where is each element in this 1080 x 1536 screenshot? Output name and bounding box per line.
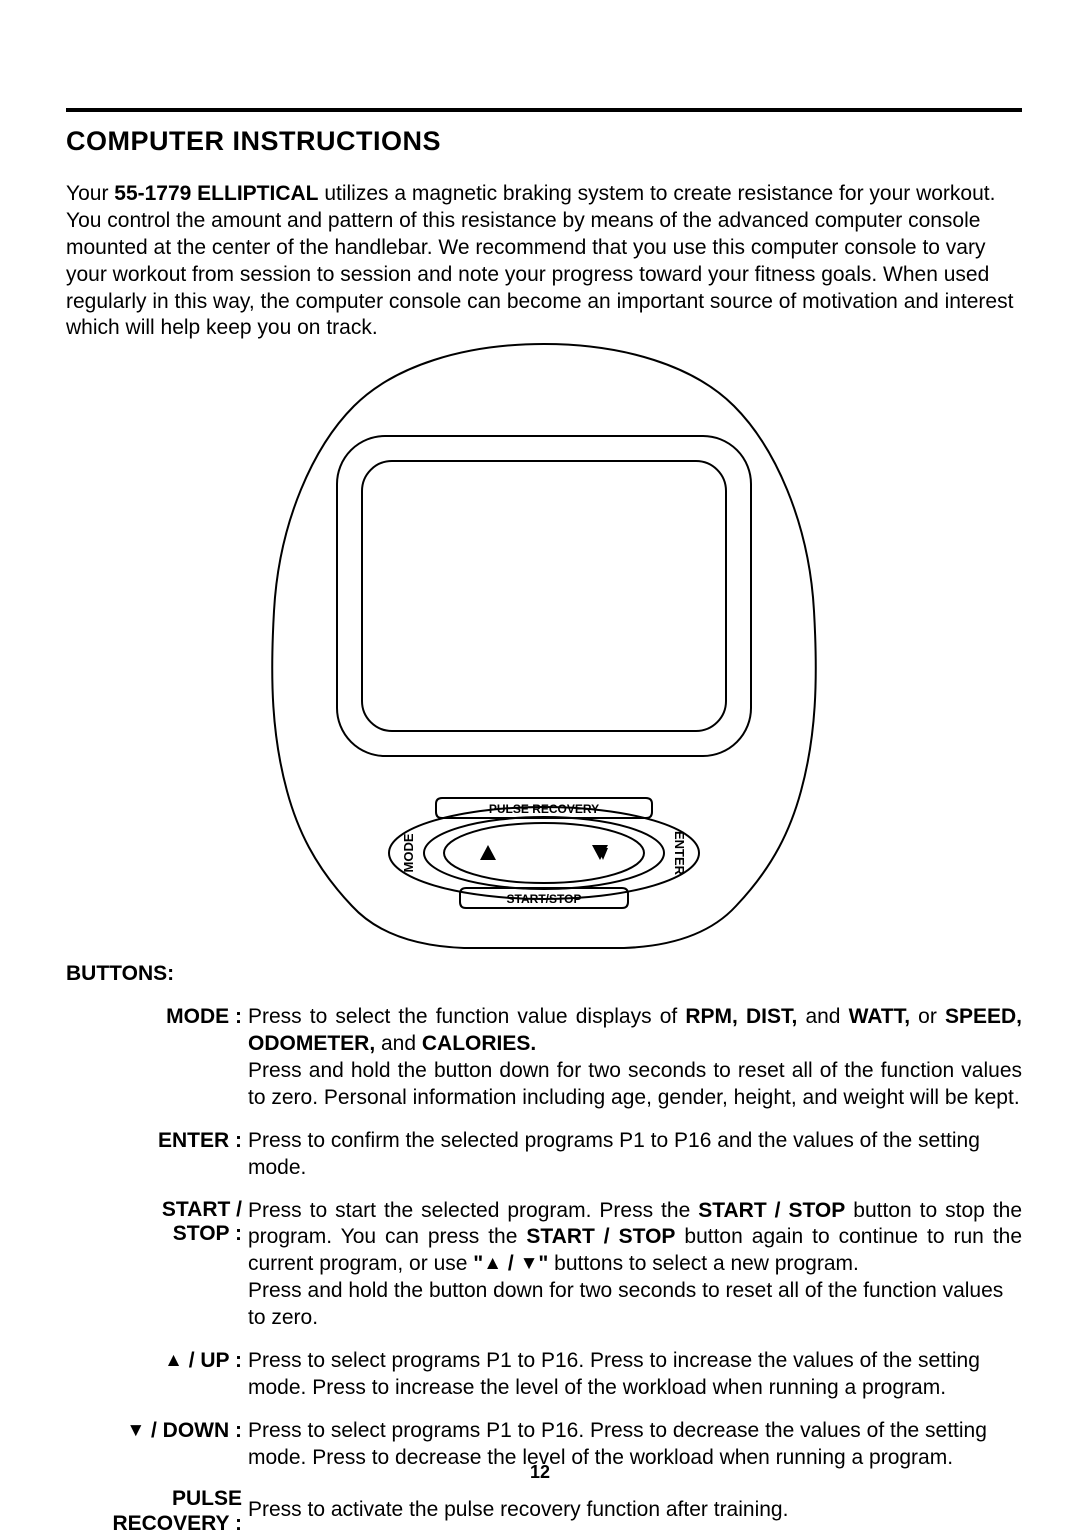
desc-ss-b3c: " [538,1252,548,1275]
desc-mode-p2: Press and hold the button down for two s… [248,1059,1022,1109]
desc-mode-b2: WATT, [849,1005,910,1028]
term-down: ▼ / DOWN : [66,1418,248,1445]
desc-up: Press to select programs P1 to P16. Pres… [248,1348,1022,1402]
desc-mode: Press to select the function value displ… [248,1004,1022,1112]
intro-paragraph: Your 55-1779 ELLIPTICAL utilizes a magne… [66,181,1022,342]
intro-pre: Your [66,182,114,205]
term-recovery-2: RECOVERY : [112,1512,242,1535]
term-down-text: / DOWN : [145,1419,242,1442]
desc-ss-b3b: / [502,1252,520,1275]
desc-enter-p1: Press to confirm the selected programs P… [248,1129,980,1179]
desc-mode-b1: RPM, DIST, [685,1005,797,1028]
def-enter: ENTER : Press to confirm the selected pr… [66,1128,1022,1182]
intro-post: utilizes a magnetic braking system to cr… [66,182,1013,339]
desc-recovery-p1: Press to activate the pulse recovery fun… [248,1498,788,1521]
desc-startstop: Press to start the selected program. Pre… [248,1198,1022,1332]
desc-ss-b3a: " [473,1252,483,1275]
def-up: ▲ / UP : Press to select programs P1 to … [66,1348,1022,1402]
term-startstop: START / STOP : [66,1198,248,1246]
up-triangle-icon: ▲ [483,1252,502,1276]
def-mode: MODE : Press to select the function valu… [66,1004,1022,1112]
def-startstop: START / STOP : Press to start the select… [66,1198,1022,1332]
diagram-enter-label: ENTER [672,831,687,876]
term-recovery-1: PULSE [172,1487,242,1510]
desc-ss-t4: buttons to select a new program. [548,1252,859,1275]
desc-mode-b4: CALORIES. [422,1032,536,1055]
term-up: ▲ / UP : [66,1348,248,1375]
buttons-header: BUTTONS: [66,962,1022,986]
desc-ss-b2: START / STOP [526,1225,675,1248]
diagram-pulse-recovery-label: PULSE RECOVERY [489,802,599,816]
console-diagram: PULSE RECOVERY START/STOP MODE ENTER [66,336,1022,956]
page-title: COMPUTER INSTRUCTIONS [66,126,1022,157]
term-startstop-2: STOP : [173,1222,242,1245]
desc-mode-t1: Press to select the function value displ… [248,1005,685,1028]
down-triangle-icon: ▼ [126,1419,145,1443]
desc-mode-t3: or [910,1005,945,1028]
term-mode: MODE : [66,1004,248,1031]
desc-enter: Press to confirm the selected programs P… [248,1128,1022,1182]
desc-ss-b1: START / STOP [698,1199,845,1222]
desc-mode-t2: and [797,1005,848,1028]
desc-ss-p2: Press and hold the button down for two s… [248,1278,1022,1332]
desc-ss-t1: Press to start the selected program. Pre… [248,1199,698,1222]
diagram-mode-label: MODE [401,833,416,872]
intro-model: 55-1779 ELLIPTICAL [114,182,318,205]
def-recovery: PULSE RECOVERY : Press to activate the p… [66,1487,1022,1535]
term-startstop-1: START / [162,1198,242,1221]
desc-recovery: Press to activate the pulse recovery fun… [248,1487,1022,1524]
desc-ss-b3: "▲ / ▼" [473,1252,548,1275]
desc-mode-t4: and [375,1032,422,1055]
desc-up-p1: Press to select programs P1 to P16. Pres… [248,1349,980,1399]
term-up-text: / UP : [183,1349,242,1372]
page-number: 12 [0,1462,1080,1483]
down-triangle-icon: ▼ [520,1252,539,1276]
term-enter: ENTER : [66,1128,248,1155]
term-recovery: PULSE RECOVERY : [66,1487,248,1535]
buttons-definitions: MODE : Press to select the function valu… [66,1004,1022,1535]
rule-top [66,108,1022,112]
console-svg: PULSE RECOVERY START/STOP MODE ENTER [164,336,924,956]
up-triangle-icon: ▲ [164,1349,183,1373]
diagram-start-stop-label: START/STOP [507,892,582,906]
